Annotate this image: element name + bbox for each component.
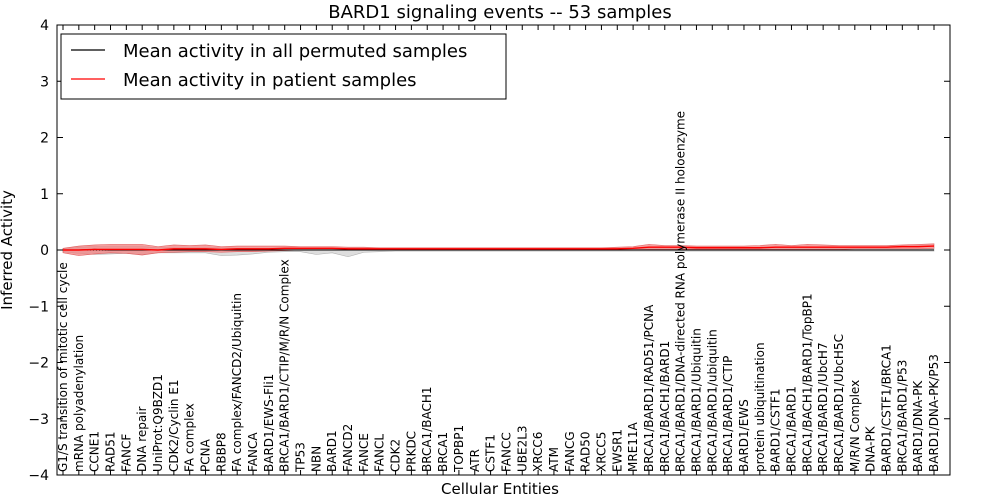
plot-frame: [56, 24, 951, 476]
category-label: RAD51: [104, 431, 118, 472]
category-label: TP53: [294, 442, 308, 473]
category-label: BRCA1/BARD1/UbcH5C: [832, 334, 846, 472]
category-label: mRNA polyadenylation: [72, 335, 86, 472]
category-label: BRCA1/BARD1/ubiquitin: [705, 329, 719, 472]
category-label: PCNA: [199, 438, 213, 472]
category-label: FANCD2: [341, 424, 355, 472]
y-tick-label: 0: [40, 243, 49, 259]
category-label: FANCA: [246, 432, 260, 472]
category-label: EWSR1: [610, 429, 624, 472]
category-label: BRCA1/BARD1/Ubiquitin: [689, 328, 703, 472]
y-tick-label: 1: [40, 187, 49, 203]
category-label: ATR: [468, 449, 482, 472]
series-lines: [63, 245, 935, 251]
category-label: FANCG: [563, 431, 577, 472]
category-label: BARD1/DNA-PK/P53: [927, 354, 941, 472]
category-label: BRCA1/BACH1/BARD1: [658, 341, 672, 472]
category-label: BRCA1/BARD1/RAD51/PCNA: [642, 304, 656, 472]
category-label: ATM: [547, 447, 561, 472]
category-label: CCNE1: [88, 431, 102, 472]
category-label: TOPBP1: [452, 425, 466, 473]
category-label: XRCC5: [594, 432, 608, 472]
category-label: PRKDC: [404, 431, 418, 472]
series-line-permuted: [63, 248, 934, 251]
category-label: G1/S transition of mitotic cell cycle: [56, 262, 70, 472]
legend-box: [60, 33, 507, 100]
category-label: FANCL: [373, 434, 387, 472]
category-label: UniProt:Q9BZD1: [151, 374, 165, 472]
legend-label-permuted: Mean activity in all permuted samples: [123, 41, 467, 62]
category-label: CSTF1: [484, 434, 498, 472]
category-label: MRE11A: [626, 421, 640, 472]
category-label: BRCA1/BARD1/P53: [895, 360, 909, 472]
category-label: DNA repair: [135, 406, 149, 472]
y-tick-label: −1: [28, 299, 49, 315]
category-label: BARD1/DNA-PK: [911, 380, 925, 472]
x-axis-label: Cellular Entities: [441, 480, 559, 498]
category-label: FA complex: [183, 403, 197, 472]
category-label: XRCC6: [531, 432, 545, 472]
category-label: protein ubiquitination: [753, 342, 767, 472]
category-label: BARD1/EWS-Fli1: [262, 374, 276, 472]
category-label: BARD1/CSTF1: [769, 388, 783, 472]
category-label: NBN: [309, 446, 323, 472]
category-label: BRCA1/BARD1/DNA-directed RNA polymerase …: [674, 111, 688, 472]
category-label: BARD1/EWS: [737, 399, 751, 472]
category-labels: G1/S transition of mitotic cell cycle mRN…: [56, 111, 941, 473]
y-tick-label: 4: [40, 18, 49, 34]
category-label: RBBP8: [214, 432, 228, 472]
y-axis-label: Inferred Activity: [0, 190, 16, 310]
category-label: DNA-PK: [864, 425, 878, 472]
category-label: FANCE: [357, 433, 371, 472]
category-label: BRCA1: [436, 432, 450, 472]
y-tick-label: 3: [40, 74, 49, 90]
y-ticks: 4 3 2 1 0 −1 −2 −3 −4: [28, 18, 950, 484]
y-tick-label: 2: [40, 131, 49, 147]
category-label: BARD1/CSTF1/BRCA1: [879, 344, 893, 472]
category-label: BRCA1/BARD1: [784, 386, 798, 472]
y-tick-label: −2: [28, 356, 49, 372]
category-label: FANCC: [499, 432, 513, 472]
category-label: FANCF: [119, 434, 133, 472]
x-ticks: [62, 25, 935, 475]
series-line-patient: [63, 245, 935, 251]
legend-label-patient: Mean activity in patient samples: [123, 70, 417, 91]
category-label: BRCA1/BARD1/CTIP/M/R/N Complex: [278, 259, 292, 472]
y-tick-label: −3: [28, 412, 49, 428]
category-label: UBE2L3: [515, 425, 529, 472]
category-label: RAD50: [579, 431, 593, 472]
category-label: FA complex/FANCD2/Ubiquitin: [230, 293, 244, 472]
category-label: BRCA1/BACH1: [420, 386, 434, 472]
category-label: BRCA1/BARD1/UbcH7: [816, 342, 830, 472]
category-label: BRCA1/BACH1/BARD1/TopBP1: [800, 293, 814, 472]
category-label: BARD1: [325, 430, 339, 472]
legend: Mean activity in all permuted samples Me…: [60, 33, 507, 100]
category-label: CDK2/Cyclin E1: [167, 379, 181, 472]
category-label: M/R/N Complex: [848, 380, 862, 472]
category-label: BRCA1/BARD1/CTIP: [721, 356, 735, 472]
y-tick-label: −4: [28, 468, 49, 484]
category-label: CDK2: [389, 439, 403, 472]
chart-title: BARD1 signaling events -- 53 samples: [328, 2, 672, 23]
